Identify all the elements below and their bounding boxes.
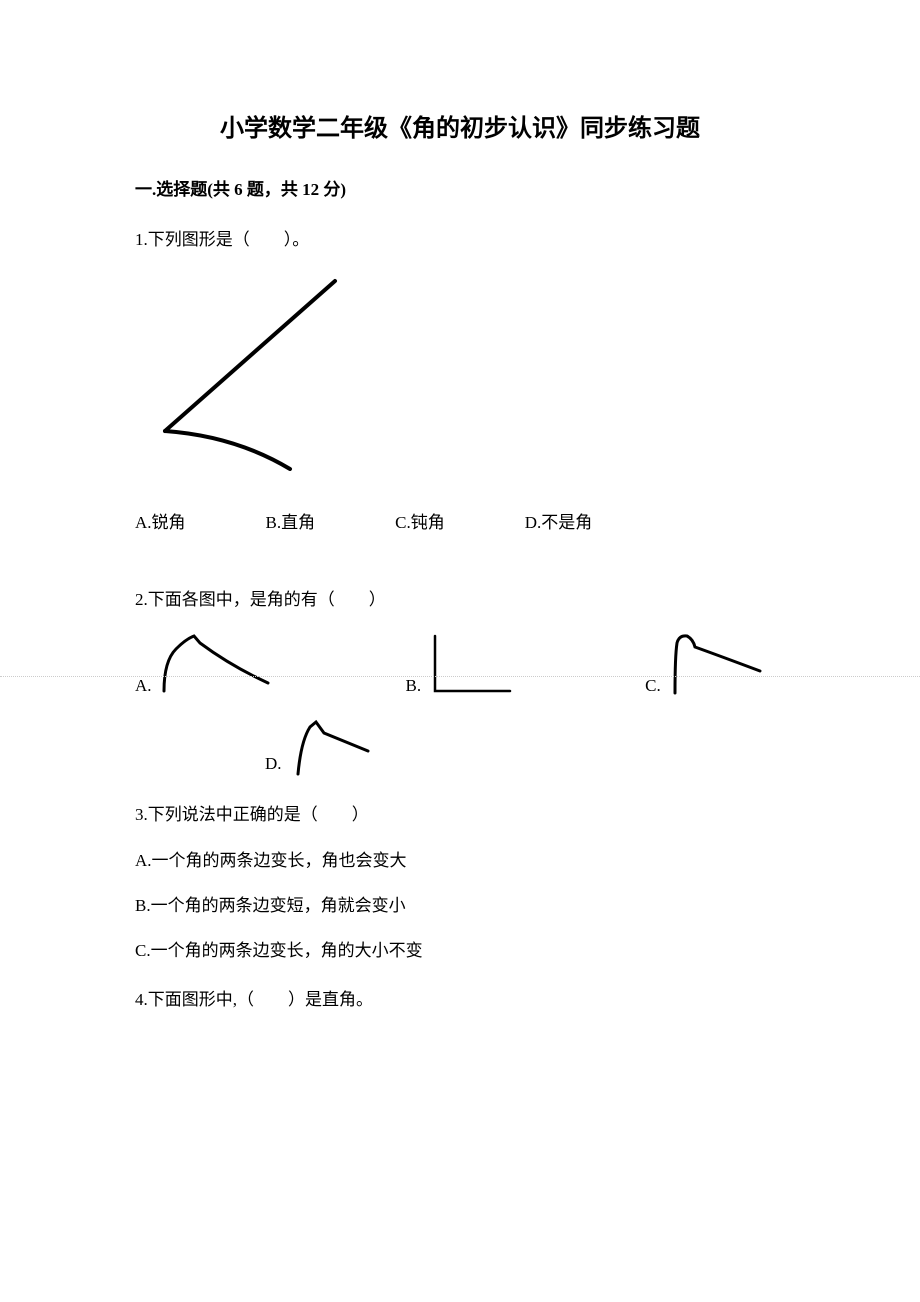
question-2-options: A. B. C. D. xyxy=(135,631,785,779)
q3-option-b: B.一个角的两条边变短，角就会变小 xyxy=(135,892,785,919)
question-3-text: 3.下列说法中正确的是（ ） xyxy=(135,801,785,828)
section-header: 一.选择题(共 6 题，共 12 分) xyxy=(135,176,785,203)
q2-figure-d xyxy=(286,719,376,779)
q1-option-b: B.直角 xyxy=(266,509,316,536)
q1-option-d: D.不是角 xyxy=(525,509,593,536)
q1-option-c: C.钝角 xyxy=(395,509,445,536)
q3-option-c: C.一个角的两条边变长，角的大小不变 xyxy=(135,937,785,964)
question-1-text: 1.下列图形是（ ）。 xyxy=(135,226,785,253)
q1-option-a: A.锐角 xyxy=(135,509,186,536)
question-4-text: 4.下面图形中,（ ）是直角。 xyxy=(135,986,785,1013)
q2-label-d: D. xyxy=(265,750,282,777)
question-1-figure xyxy=(155,271,785,479)
question-3-options: A.一个角的两条边变长，角也会变大 B.一个角的两条边变短，角就会变小 C.一个… xyxy=(135,847,785,965)
question-1-options: A.锐角 B.直角 C.钝角 D.不是角 xyxy=(135,509,785,536)
q2-figure-a xyxy=(156,631,276,701)
page-title: 小学数学二年级《角的初步认识》同步练习题 xyxy=(135,110,785,148)
q2-figure-c xyxy=(665,631,765,701)
q2-figure-b xyxy=(425,631,515,701)
question-2-text: 2.下面各图中，是角的有（ ） xyxy=(135,586,785,613)
q2-option-a: A. xyxy=(135,631,276,701)
q2-option-d: D. xyxy=(265,719,376,779)
q2-option-c: C. xyxy=(645,631,765,701)
q3-option-a: A.一个角的两条边变长，角也会变大 xyxy=(135,847,785,874)
q2-option-b: B. xyxy=(406,631,516,701)
dotted-divider xyxy=(0,676,920,677)
